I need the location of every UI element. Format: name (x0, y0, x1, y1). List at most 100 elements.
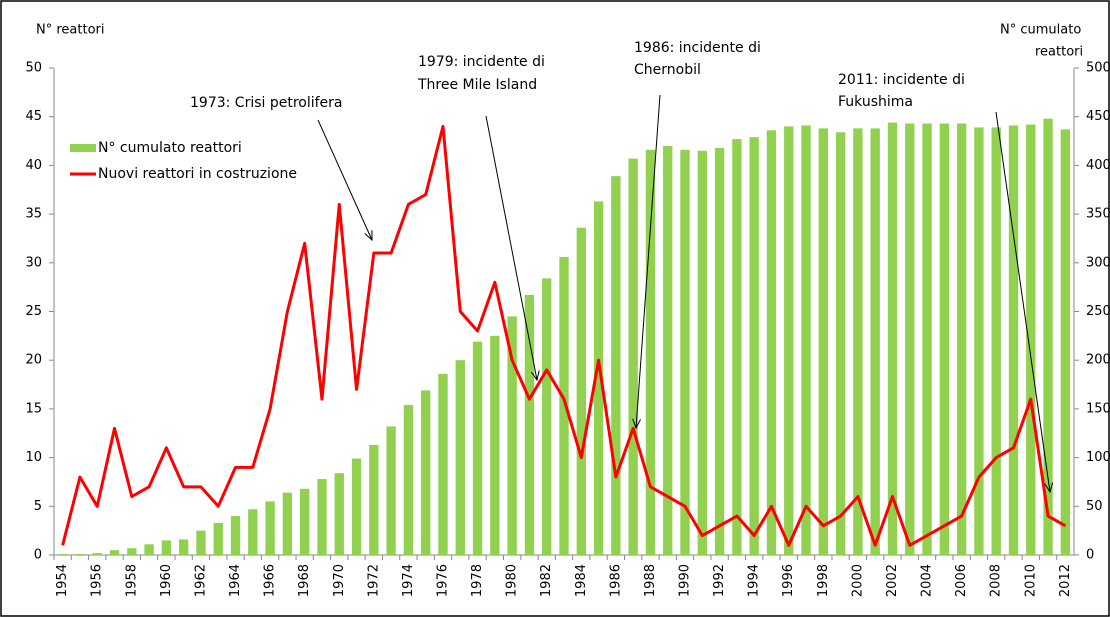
y2-tick-label: 100 (1086, 450, 1110, 465)
bar (732, 139, 742, 556)
bar (922, 123, 932, 555)
x-tick-label: 1986 (608, 564, 623, 597)
x-tick-label: 2004 (920, 564, 935, 597)
bar (109, 550, 120, 555)
annotation: 1973: Crisi petrolifera (190, 95, 343, 111)
y2-tick-label: 250 (1086, 304, 1110, 319)
bar (1060, 129, 1071, 555)
bar (1026, 124, 1036, 555)
y-tick-label: 30 (25, 255, 42, 270)
bar (490, 335, 500, 555)
y-tick-label: 35 (25, 207, 42, 222)
arrow (636, 94, 661, 428)
y2-tick-label: 200 (1086, 353, 1110, 368)
bar (887, 122, 898, 555)
bar (956, 123, 967, 555)
bar (905, 123, 915, 555)
bar (801, 125, 811, 555)
x-tick-label: 1990 (678, 564, 693, 597)
annotation: 2011: incidente di (838, 72, 965, 88)
bar (248, 509, 258, 555)
bar (472, 341, 483, 555)
bar (230, 516, 241, 555)
x-tick-label: 1956 (90, 564, 105, 597)
bar (766, 130, 777, 555)
bar (144, 544, 154, 555)
y2-tick-label: 50 (1086, 499, 1103, 514)
x-tick-label: 1966 (263, 564, 278, 597)
x-tick-label: 1954 (55, 564, 70, 597)
x-tick-label: 2012 (1058, 564, 1073, 597)
bar (351, 458, 362, 555)
x-tick-label: 1976 (435, 564, 450, 597)
bar (663, 145, 673, 556)
bar (196, 530, 206, 555)
y2-tick-label: 300 (1086, 255, 1110, 270)
x-tick-label: 1968 (297, 564, 312, 597)
x-tick-label: 1996 (781, 564, 796, 597)
y2-tick-label: 450 (1086, 109, 1110, 124)
bar (421, 390, 431, 555)
legend-label: N° cumulato reattori (98, 140, 242, 156)
y2-tick-label: 350 (1086, 207, 1110, 222)
bar (542, 278, 552, 555)
bar (559, 256, 569, 555)
y-tick-label: 0 (34, 548, 42, 563)
bar (507, 316, 517, 555)
bar (213, 522, 223, 555)
bar (161, 540, 172, 555)
annotation: 1979: incidente di (418, 54, 545, 70)
x-tick-label: 2008 (989, 564, 1004, 597)
bar (57, 554, 68, 555)
annotations: 1973: Crisi petrolifera 1979: incidente … (190, 40, 1050, 492)
x-tick-label: 2006 (954, 564, 969, 597)
bar (853, 128, 863, 555)
bar (680, 149, 690, 556)
bar (818, 128, 828, 555)
y2-axis-label: reattori (1035, 45, 1083, 60)
arrow (995, 111, 1050, 492)
bar (784, 126, 794, 555)
bar (178, 539, 189, 555)
bar (749, 137, 759, 556)
annotation: Three Mile Island (417, 77, 537, 93)
legend-label: Nuovi reattori in costruzione (98, 166, 297, 182)
annotation: Chernobil (634, 62, 701, 78)
bar (645, 149, 656, 556)
y-tick-label: 40 (25, 158, 42, 173)
x-tick-label: 1964 (228, 564, 243, 597)
y-tick-label: 25 (25, 304, 42, 319)
bar (282, 492, 293, 555)
bar (939, 123, 950, 555)
annotation: 1986: incidente di (634, 40, 761, 56)
x-tick-label: 2010 (1023, 564, 1038, 597)
bar (1008, 125, 1019, 555)
x-tick-label: 1958 (124, 564, 139, 597)
bar (92, 553, 102, 555)
bar (403, 405, 414, 555)
x-tick-label: 1994 (747, 564, 762, 597)
bar (438, 373, 448, 555)
bar (991, 127, 1001, 555)
y-tick-label: 50 (25, 61, 42, 76)
y-tick-label: 10 (25, 450, 42, 465)
x-tick-label: 1988 (643, 564, 658, 597)
annotation: Fukushima (838, 94, 913, 110)
bar (300, 488, 310, 555)
bar (835, 132, 846, 555)
bar (611, 176, 621, 555)
x-tick-label: 1960 (159, 564, 174, 597)
x-tick-label: 1984 (574, 564, 589, 597)
y-tick-label: 45 (25, 109, 42, 124)
bar (870, 128, 880, 555)
bar (974, 127, 984, 555)
y2-axis-label: N° cumulato (1000, 23, 1081, 38)
y2-tick-label: 400 (1086, 158, 1110, 173)
x-tick-label: 1992 (712, 564, 727, 597)
bar (524, 294, 535, 555)
x-tick-label: 1972 (366, 564, 381, 597)
y-tick-label: 15 (25, 401, 42, 416)
bar (714, 147, 725, 556)
